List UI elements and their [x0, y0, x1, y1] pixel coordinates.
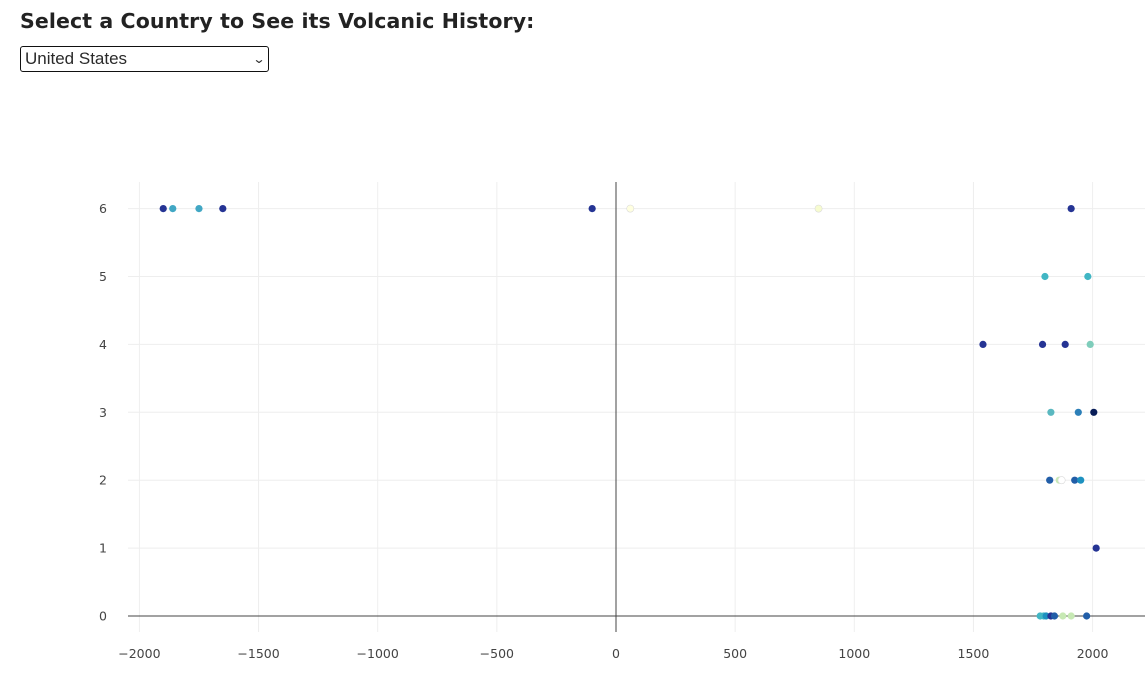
eruption-point[interactable]: [1083, 612, 1091, 620]
country-select[interactable]: United States ⌄: [20, 46, 269, 72]
eruption-point[interactable]: [1090, 408, 1098, 416]
eruption-point[interactable]: [814, 204, 823, 213]
country-select-value: United States: [25, 49, 128, 68]
x-tick-label: 1000: [838, 646, 870, 661]
eruption-point[interactable]: [219, 205, 227, 213]
y-tick-label: 6: [99, 201, 107, 216]
eruption-point[interactable]: [626, 204, 635, 213]
eruption-point[interactable]: [1061, 340, 1069, 348]
eruption-point[interactable]: [1092, 544, 1100, 552]
eruption-point[interactable]: [1086, 340, 1094, 348]
page-title: Select a Country to See its Volcanic His…: [20, 9, 535, 33]
grid-lines: [128, 182, 1145, 632]
x-tick-label: −1000: [357, 646, 399, 661]
eruption-point[interactable]: [1059, 612, 1067, 620]
eruption-point[interactable]: [979, 340, 987, 348]
x-axis-ticks: −2000 −1500 −1000 −500 0 500 1000 1500 2000: [118, 646, 1108, 661]
y-tick-label: 3: [99, 405, 107, 420]
x-tick-label: 500: [723, 646, 747, 661]
x-tick-label: −2000: [118, 646, 160, 661]
y-tick-label: 4: [99, 337, 107, 352]
x-tick-label: −500: [480, 646, 514, 661]
y-tick-label: 1: [99, 541, 107, 556]
y-tick-label: 0: [99, 609, 107, 624]
x-tick-label: 1500: [958, 646, 990, 661]
y-tick-label: 5: [99, 269, 107, 284]
eruption-point[interactable]: [588, 205, 596, 213]
chevron-down-icon: ⌄: [252, 52, 266, 66]
eruption-point[interactable]: [1047, 408, 1055, 416]
zero-lines: [128, 182, 1145, 632]
y-tick-label: 2: [99, 473, 107, 488]
eruption-point[interactable]: [1067, 612, 1075, 620]
eruption-point[interactable]: [1057, 476, 1066, 485]
eruption-point[interactable]: [169, 205, 177, 213]
eruption-point[interactable]: [1071, 476, 1079, 484]
eruption-point[interactable]: [1074, 408, 1082, 416]
eruption-point[interactable]: [1038, 340, 1047, 348]
eruption-point[interactable]: [1046, 476, 1054, 484]
eruption-point[interactable]: [1041, 272, 1049, 281]
y-axis-ticks: 0 1 2 3 4 5 6: [99, 201, 107, 623]
x-tick-label: 2000: [1077, 646, 1109, 661]
eruption-point[interactable]: [1084, 272, 1092, 281]
x-tick-label: −1500: [237, 646, 279, 661]
eruption-point[interactable]: [195, 205, 203, 213]
eruption-point[interactable]: [1050, 612, 1059, 620]
eruption-point[interactable]: [1077, 476, 1085, 484]
data-points: [159, 204, 1100, 620]
eruption-point[interactable]: [159, 205, 167, 213]
x-tick-label: 0: [612, 646, 620, 661]
eruption-point[interactable]: [1067, 205, 1075, 213]
